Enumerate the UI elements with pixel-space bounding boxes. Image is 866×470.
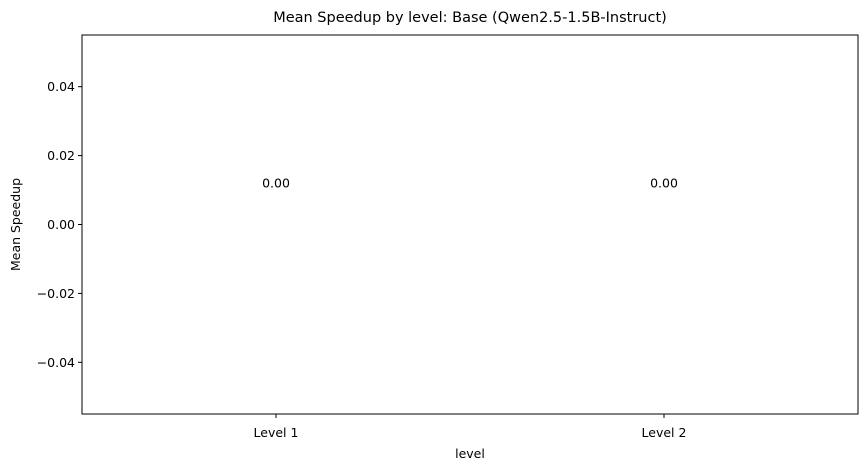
y-tick-label: 0.04 — [47, 79, 75, 94]
x-tick-label: Level 1 — [254, 425, 299, 440]
x-axis: Level 1 Level 2 — [254, 414, 687, 440]
y-tick-label: 0.00 — [47, 217, 75, 232]
y-axis-label: Mean Speedup — [8, 178, 23, 271]
y-tick-label: 0.02 — [47, 148, 75, 163]
y-axis: −0.04 −0.02 0.00 0.02 0.04 — [37, 79, 82, 370]
chart-title: Mean Speedup by level: Base (Qwen2.5-1.5… — [273, 10, 667, 26]
bar-value-label: 0.00 — [262, 176, 290, 191]
y-tick-label: −0.02 — [37, 286, 75, 301]
y-tick-label: −0.04 — [37, 355, 75, 370]
bar-value-label: 0.00 — [650, 176, 678, 191]
data-labels: 0.00 0.00 — [262, 176, 678, 191]
plot-area — [81, 34, 859, 415]
x-tick-label: Level 2 — [642, 425, 687, 440]
x-axis-label: level — [455, 446, 485, 461]
